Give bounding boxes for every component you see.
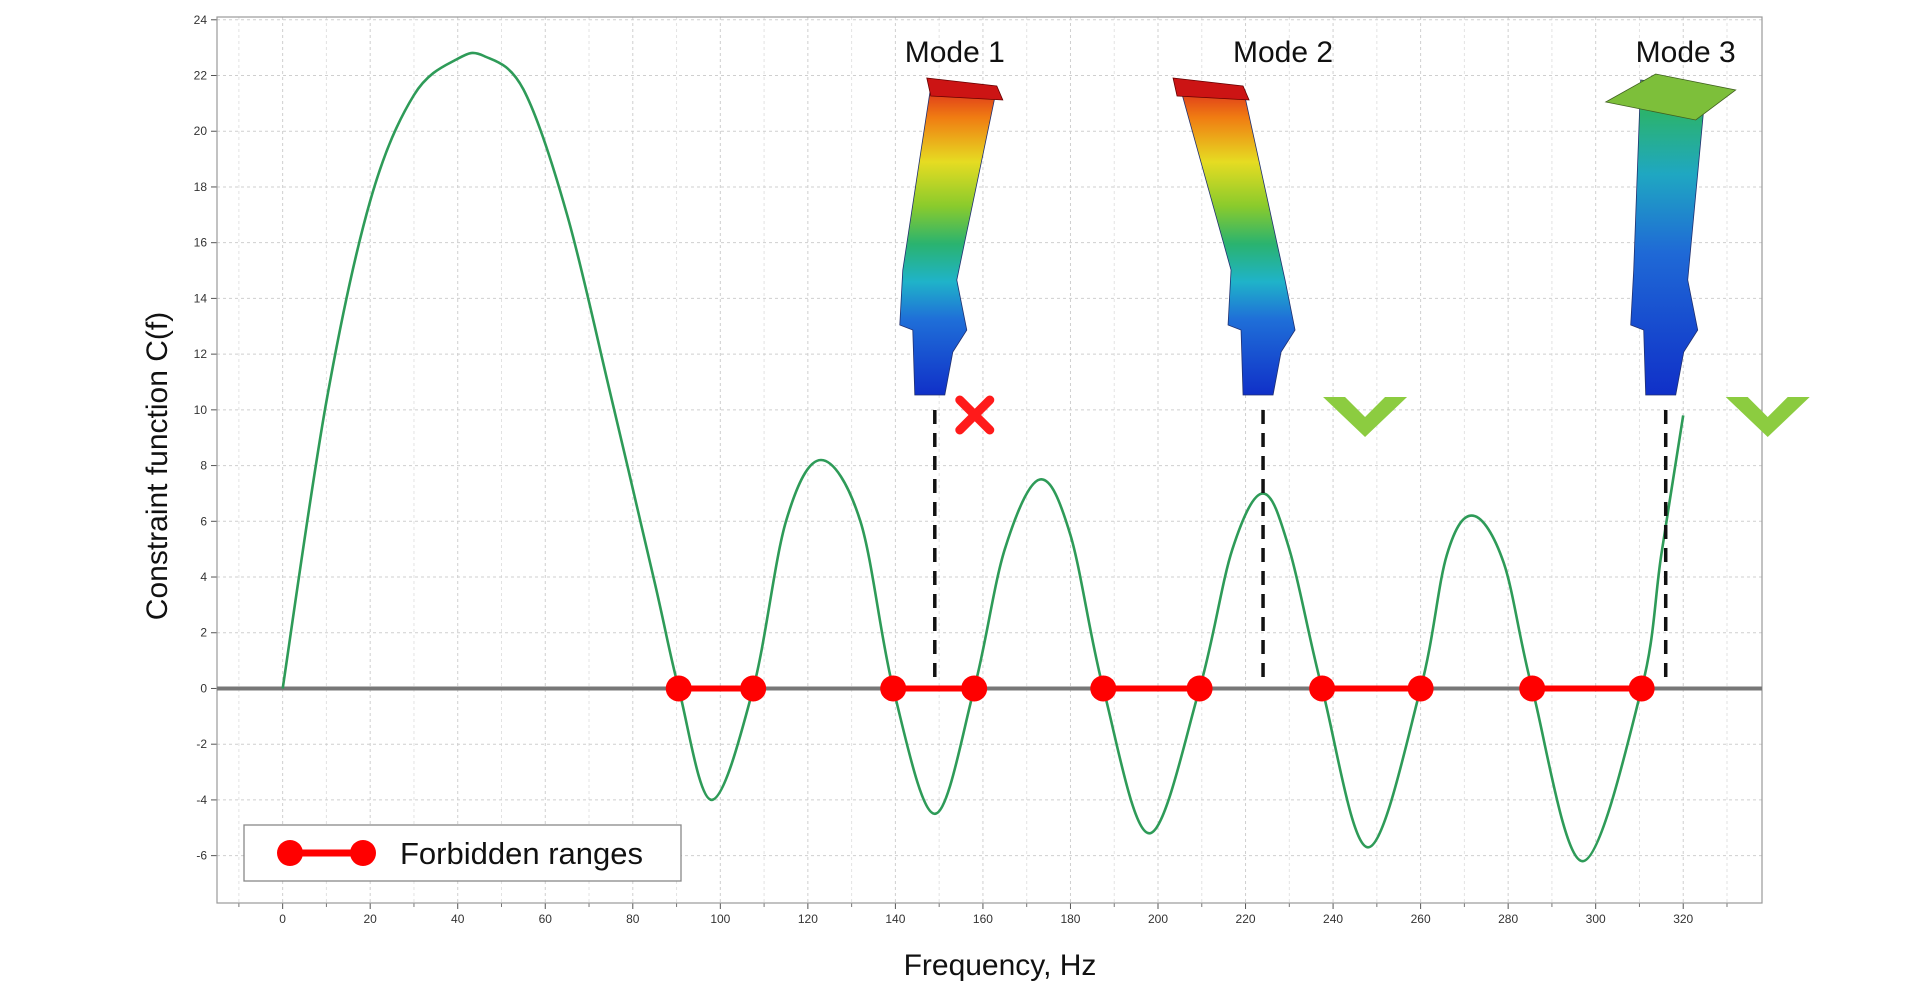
x-tick-label: 300 [1586,912,1606,926]
check-icon [1725,397,1810,437]
x-tick-label: 180 [1060,912,1080,926]
forbidden-range-start [880,675,907,702]
forbidden-range-end [1407,675,1434,702]
y-tick-label: -4 [196,793,207,807]
mode-label: Mode 3 [1636,36,1736,69]
x-tick-label: 260 [1411,912,1431,926]
forbidden-ranges [665,675,1655,702]
x-tick-label: 220 [1236,912,1256,926]
mode-shape-icon [1630,79,1707,396]
y-tick-label: -6 [196,849,207,863]
y-tick-label: 8 [200,459,207,473]
forbidden-range [1309,675,1434,702]
forbidden-range-end [1628,675,1655,702]
series-layer [281,51,1685,863]
forbidden-range [880,675,988,702]
y-tick-label: 6 [200,514,207,528]
y-tick-label: 18 [194,180,208,194]
y-tick-label: 20 [194,124,208,138]
plot-frame [216,16,1763,904]
legend-marker-start [277,840,303,866]
forbidden-range-start [1309,675,1336,702]
grid [217,17,1762,903]
mode-shape-tip [1172,77,1250,101]
mode-shape-icon [1177,79,1296,396]
mode-marker: Mode 1 [899,36,1005,683]
y-axis-label: Constraint function C(f) [141,312,174,620]
forbidden-range-start [665,675,692,702]
forbidden-range [1519,675,1655,702]
forbidden-range-end [961,675,988,702]
forbidden-range [1090,675,1213,702]
y-tick-label: 24 [194,13,208,27]
y-tick-label: 16 [194,236,208,250]
mode-markers: Mode 1 Mode 2 Mode 3 [899,36,1810,683]
y-tick-label: 0 [200,681,207,695]
mode-marker: Mode 3 [1604,36,1810,683]
x-tick-label: 100 [710,912,730,926]
mode-label: Mode 2 [1233,36,1333,69]
check-icon [1323,397,1408,437]
legend-label: Forbidden ranges [400,836,643,871]
mode-shape-icon [899,79,998,396]
mode-label: Mode 1 [905,36,1005,69]
x-tick-label: 280 [1498,912,1518,926]
y-tick-label: 10 [194,403,208,417]
forbidden-range-end [740,675,767,702]
x-tick-label: 140 [885,912,905,926]
axes: 0 20 40 60 80 100 120 140 160 180 200 220 240 260 280 3… [194,13,1763,926]
x-tick-label: 200 [1148,912,1168,926]
x-tick-label: 60 [539,912,553,926]
legend: Forbidden ranges [243,824,682,882]
mode-shape-platform [1604,73,1737,121]
cross-stroke [955,395,995,435]
y-tick-label: 14 [194,291,208,305]
x-tick-label: 0 [279,912,286,926]
forbidden-range-end [1186,675,1213,702]
mode-marker: Mode 2 [1172,36,1408,683]
forbidden-range-start [1519,675,1546,702]
constraint-curve [281,51,1685,863]
mode-shape-tip [926,77,1004,101]
x-tick-label: 320 [1673,912,1693,926]
y-tick-label: 12 [194,347,208,361]
legend-marker-end [350,840,376,866]
cross-icon [955,395,995,435]
y-tick-label: -2 [196,737,207,751]
x-tick-label: 80 [626,912,640,926]
x-tick-label: 240 [1323,912,1343,926]
y-tick-label: 22 [194,69,208,83]
y-tick-label: 4 [200,570,207,584]
y-tick-label: 2 [200,626,207,640]
forbidden-range [665,675,767,702]
x-tick-label: 40 [451,912,465,926]
x-axis-label: Frequency, Hz [904,949,1097,982]
x-tick-label: 160 [973,912,993,926]
x-tick-label: 20 [364,912,378,926]
x-tick-label: 120 [798,912,818,926]
forbidden-range-start [1090,675,1117,702]
